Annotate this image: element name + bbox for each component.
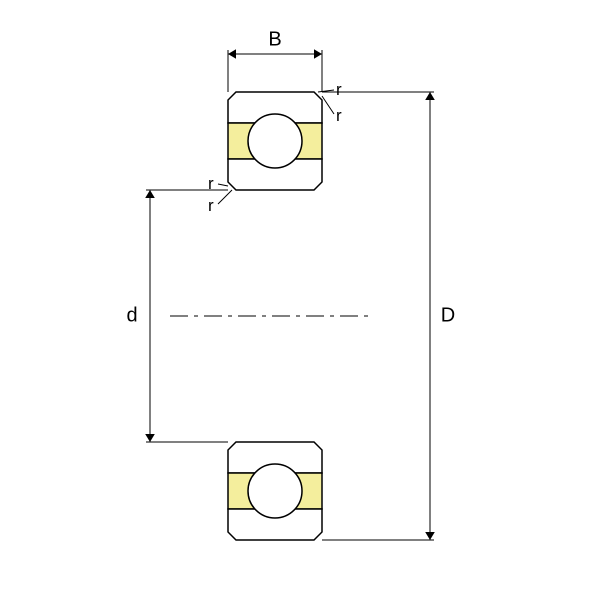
- dim-label-D: D: [441, 305, 455, 328]
- dim-label-b: B: [268, 29, 281, 52]
- dim-label-d: d: [126, 305, 137, 328]
- bearing-diagram: B D d r r r r: [0, 0, 600, 600]
- r-label-2: r: [208, 174, 214, 194]
- r-label-0: r: [336, 80, 342, 100]
- r-label-1: r: [336, 106, 342, 126]
- diagram-svg: [0, 0, 600, 600]
- r-label-3: r: [208, 196, 214, 216]
